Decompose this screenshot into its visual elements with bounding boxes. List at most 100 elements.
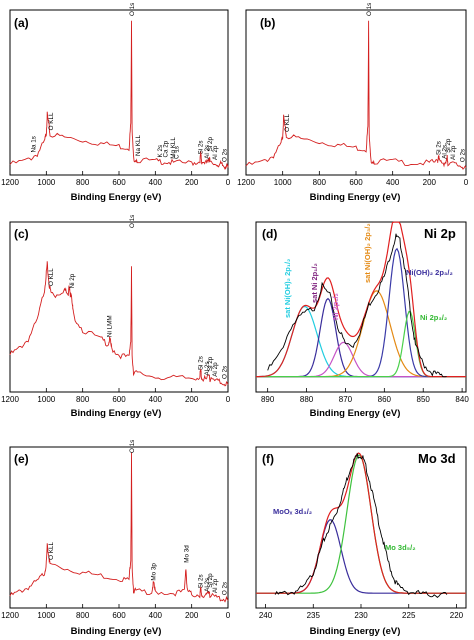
peak-annotation: O 1s xyxy=(366,3,373,16)
x-tick-label: 200 xyxy=(185,178,199,187)
peak-annotation: Al 2p xyxy=(450,145,457,160)
x-tick-label: 600 xyxy=(112,178,126,187)
plot-4: 890 880 870 860 850 840 sat Ni(OH)₂ 2p₁/₂ sat N… xyxy=(255,221,469,404)
x-axis-label-e: Binding Energy (eV) xyxy=(71,626,162,637)
x-tick-label: 840 xyxy=(455,395,469,404)
x-tick-label: 850 xyxy=(417,395,431,404)
x-tick-label: 400 xyxy=(149,178,163,187)
plot-frame xyxy=(9,446,229,609)
peak-annotation: Na KLL xyxy=(135,134,142,156)
peak-annotation: O 1s xyxy=(129,3,136,16)
x-tick-label: 1000 xyxy=(37,611,55,620)
x-tick-label: 400 xyxy=(149,395,163,404)
plots-layer: 1200 1000 800 600 400 200 0 O 1s O KLL Na 1s Na KL… xyxy=(1,3,469,620)
panel-a: (a) Binding Energy (eV) xyxy=(14,16,161,203)
x-tick-label: 800 xyxy=(76,178,90,187)
x-tick-label: 600 xyxy=(112,395,126,404)
peak-annotation: Si 2s xyxy=(198,356,205,370)
peak-annotation: O KLL xyxy=(48,268,55,286)
peak-annotation: Al 2s xyxy=(204,578,211,592)
peak-annotation: Al 2p xyxy=(212,578,219,593)
peak-annotation: MoOₓ 3d₃/₂ xyxy=(273,507,312,516)
plot-frame xyxy=(9,9,229,176)
panel-e: (e) Binding Energy (eV) xyxy=(14,452,161,637)
panel-label-f: (f) xyxy=(262,452,274,466)
x-tick-label: 200 xyxy=(185,611,199,620)
peak-annotation: Si 2p xyxy=(207,137,214,152)
peak-annotation: Mg KLL xyxy=(170,137,177,159)
x-tick-label: 1000 xyxy=(37,178,55,187)
peak-annotation: Mo 3p xyxy=(151,563,158,581)
plot-6: 240 235 230 225 220 MoOₓ 3d₃/₂ Mo 3d₅/₂ xyxy=(255,446,467,620)
x-axis-label-f: Binding Energy (eV) xyxy=(310,626,401,637)
peak-annotation: O 1s xyxy=(129,215,136,228)
panel-label-d: (d) xyxy=(262,227,277,241)
x-tick-label: 1200 xyxy=(1,611,19,620)
plot-2: 1200 1000 800 600 400 200 0 O 1s O KLL Si 2s Al 2s… xyxy=(237,3,469,187)
panel-c: (c) Binding Energy (eV) xyxy=(14,227,161,419)
x-tick-label: 1000 xyxy=(274,178,292,187)
x-tick-label: 240 xyxy=(259,611,273,620)
spectrum-line xyxy=(274,452,448,598)
x-tick-label: 220 xyxy=(450,611,464,620)
x-tick-label: 0 xyxy=(226,611,231,620)
panel-b: (b) Binding Energy (eV) xyxy=(260,16,400,203)
peak-annotation: Ni 2p₁/₂ xyxy=(331,293,340,320)
x-tick-label: 890 xyxy=(261,395,275,404)
peak-annotation: Al 2s xyxy=(204,145,211,159)
spectrum-line xyxy=(9,452,229,603)
x-tick-label: 1200 xyxy=(237,178,255,187)
peak-annotation: C 1s xyxy=(174,146,181,159)
fit-envelope-curve xyxy=(256,452,466,594)
x-tick-label: 600 xyxy=(349,178,363,187)
x-tick-label: 200 xyxy=(423,178,437,187)
peak-annotation: O 1s xyxy=(129,440,136,453)
peak-annotation: Al 2p xyxy=(212,145,219,160)
peak-annotation: Al 2p xyxy=(212,362,219,377)
fit-component-curve xyxy=(256,454,466,594)
peak-annotation: Ni 2p₃/₂ xyxy=(420,313,447,322)
x-tick-label: 400 xyxy=(386,178,400,187)
x-tick-label: 800 xyxy=(76,611,90,620)
peak-annotation: sat Ni(OH)₂ 2p₁/₂ xyxy=(283,259,292,318)
x-tick-label: 1200 xyxy=(1,395,19,404)
panel-title-f: Mo 3d xyxy=(418,451,456,466)
peak-annotation: Si 2p xyxy=(207,573,214,588)
peak-annotation: Na 1s xyxy=(31,136,38,152)
panel-f: (f) Mo 3d Binding Energy (eV) xyxy=(262,451,456,637)
x-axis-label-b: Binding Energy (eV) xyxy=(310,192,401,203)
plot-frame xyxy=(255,446,467,609)
plot-frame xyxy=(255,221,467,393)
peak-annotation: Al 2s xyxy=(204,362,211,376)
peak-annotation: sat Ni(OH)₂ 2p₃/₂ xyxy=(363,223,372,283)
x-tick-label: 800 xyxy=(76,395,90,404)
peak-annotation: O KLL xyxy=(284,114,291,132)
x-tick-label: 235 xyxy=(307,611,321,620)
peak-annotation: Ni LMM xyxy=(107,315,114,337)
spectrum-line xyxy=(9,261,229,387)
peak-annotation: O KLL xyxy=(48,112,55,130)
x-tick-label: 880 xyxy=(300,395,314,404)
x-tick-label: 0 xyxy=(464,178,469,187)
spectrum-line xyxy=(267,233,447,378)
spectrum-line xyxy=(245,20,467,170)
x-axis-label-a: Binding Energy (eV) xyxy=(71,192,162,203)
peak-annotation: O KLL xyxy=(48,542,55,560)
x-tick-label: 225 xyxy=(402,611,416,620)
peak-annotation: Ni(OH)₂ 2p₃/₂ xyxy=(406,268,453,277)
panel-d: (d) Ni 2p Binding Energy (eV) xyxy=(262,226,456,419)
plot-5: 1200 1000 800 600 400 200 0 O 1s O KLL Mo 3p Mo 3d… xyxy=(1,440,231,620)
x-tick-label: 600 xyxy=(112,611,126,620)
x-tick-label: 230 xyxy=(354,611,368,620)
plot-1: 1200 1000 800 600 400 200 0 O 1s O KLL Na 1s Na KL… xyxy=(1,3,231,187)
fit-envelope-curve xyxy=(256,221,466,378)
x-tick-label: 400 xyxy=(149,611,163,620)
x-axis-label-d: Binding Energy (eV) xyxy=(310,408,401,419)
x-tick-label: 1200 xyxy=(1,178,19,187)
x-tick-label: 870 xyxy=(339,395,353,404)
peak-annotation: Ni 2p xyxy=(69,273,76,288)
peak-annotation: O 2s xyxy=(221,149,228,162)
x-tick-label: 1000 xyxy=(37,395,55,404)
peak-annotation: Mo 3d xyxy=(183,545,190,563)
x-tick-label: 200 xyxy=(185,395,199,404)
